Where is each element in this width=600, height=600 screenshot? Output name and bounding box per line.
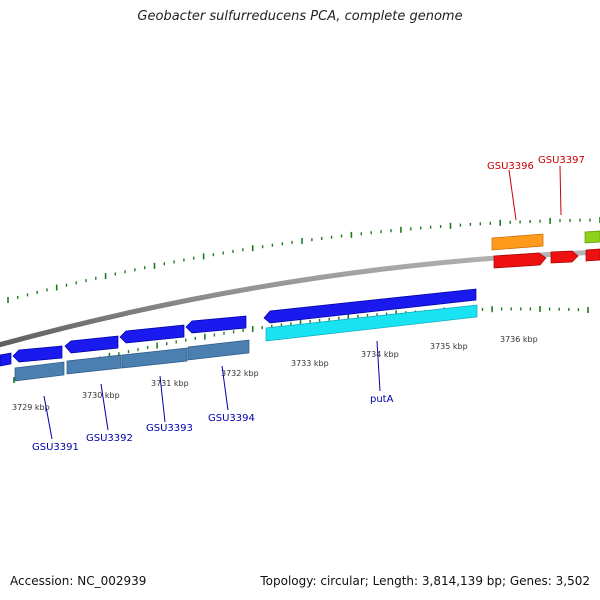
outer-tick-arc <box>7 217 600 303</box>
gene-label-gsu3391[interactable]: GSU3391 <box>32 442 79 453</box>
reverse-strand-genes <box>0 288 478 382</box>
gene-blue-feature[interactable] <box>64 335 119 354</box>
kbp-label: 3731 kbp <box>151 379 189 388</box>
kbp-label: 3733 kbp <box>291 359 329 368</box>
gene-steel-feature[interactable] <box>14 361 65 382</box>
kbp-label: 3735 kbp <box>430 342 468 351</box>
gene-lime-feature[interactable] <box>584 230 600 244</box>
gene-blue-feature[interactable] <box>185 315 247 334</box>
accession-text: Accession: NC_002939 <box>10 574 147 588</box>
gene-blue-feature[interactable] <box>119 324 185 344</box>
gene-cyan-feature[interactable] <box>265 304 478 342</box>
gene-label-gsu3396[interactable]: GSU3396 <box>487 161 534 172</box>
gene-steel-feature[interactable] <box>187 339 250 361</box>
kbp-label: 3734 kbp <box>361 350 399 359</box>
kbp-label: 3729 kbp <box>12 403 50 412</box>
map-title: Geobacter sulfurreducens PCA, complete g… <box>137 9 463 24</box>
gene-label-gsu3397[interactable]: GSU3397 <box>538 155 585 166</box>
gene-label-gsu3392[interactable]: GSU3392 <box>86 433 133 444</box>
gene-steel-feature[interactable] <box>66 354 122 375</box>
gene-steel-feature[interactable] <box>121 347 188 369</box>
kbp-label: 3732 kbp <box>221 369 259 378</box>
gene-blue-feature[interactable] <box>0 352 12 367</box>
leader-lines <box>43 165 562 440</box>
gene-blue-feature[interactable] <box>263 288 477 324</box>
gene-red-feature[interactable] <box>493 252 547 269</box>
gene-label-gsu3393[interactable]: GSU3393 <box>146 423 193 434</box>
gene-label-puta[interactable]: putA <box>370 394 394 405</box>
gene-red-feature[interactable] <box>550 250 579 264</box>
kbp-label: 3736 kbp <box>500 335 538 344</box>
gene-blue-feature[interactable] <box>12 345 63 363</box>
gene-red-feature[interactable] <box>585 248 600 262</box>
gene-orange-feature[interactable] <box>491 233 544 251</box>
gene-label-gsu3394[interactable]: GSU3394 <box>208 413 255 424</box>
gene-labels: GSU3391 GSU3392 GSU3393 GSU3394 putA GSU… <box>32 155 585 453</box>
forward-strand-genes <box>491 230 600 269</box>
kbp-scale: 3729 kbp 3730 kbp 3731 kbp 3732 kbp 3733… <box>12 335 538 412</box>
genome-summary-text: Topology: circular; Length: 3,814,139 bp… <box>260 574 590 588</box>
kbp-label: 3730 kbp <box>82 391 120 400</box>
